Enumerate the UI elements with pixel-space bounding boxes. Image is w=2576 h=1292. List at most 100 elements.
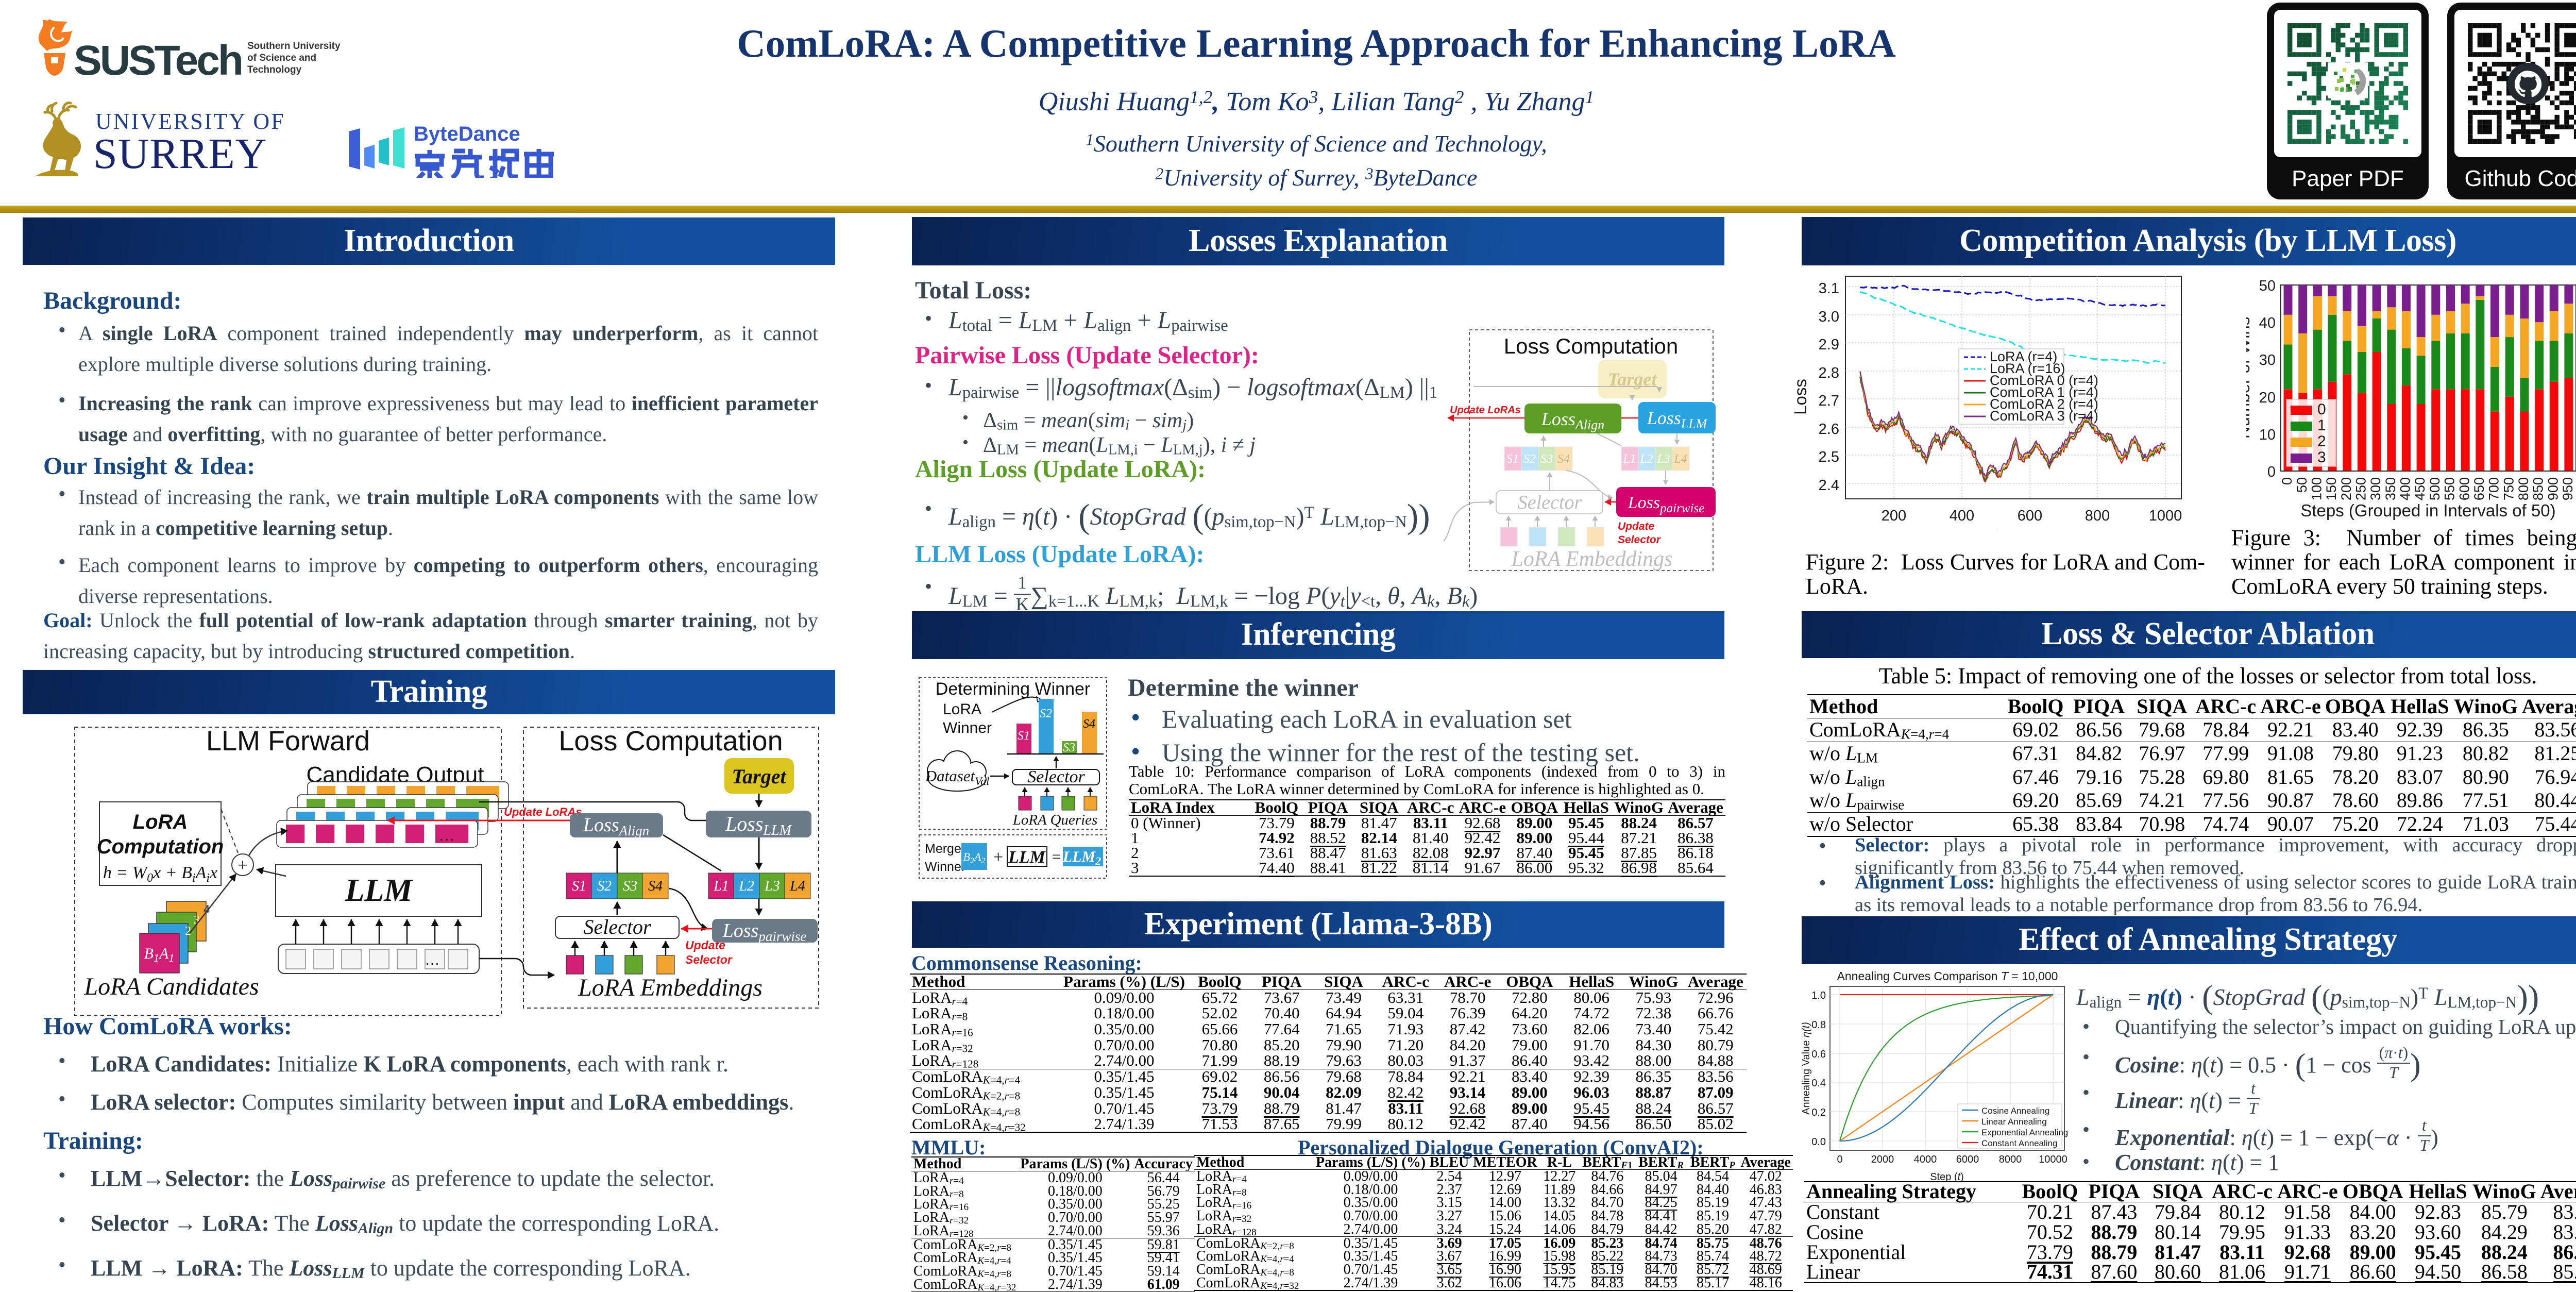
svg-text:L1: L1 — [1622, 452, 1636, 466]
svg-text:Southern University: Southern University — [247, 41, 341, 52]
svg-text:S2: S2 — [597, 878, 612, 894]
svg-text:Loss: Loss — [1791, 379, 1810, 415]
svg-text:8000: 8000 — [1999, 1154, 2022, 1165]
svg-text:40: 40 — [2259, 315, 2276, 331]
svg-text:S3: S3 — [1540, 452, 1553, 466]
svg-text:S4: S4 — [648, 878, 663, 894]
svg-text:850: 850 — [2531, 477, 2546, 500]
svg-text:0: 0 — [2267, 464, 2276, 480]
svg-text:1.0: 1.0 — [1811, 990, 1826, 1001]
svg-text:Selector: Selector — [583, 915, 651, 938]
svg-text:LLM2: LLM2 — [1062, 848, 1101, 867]
svg-text:0.6: 0.6 — [1811, 1049, 1826, 1060]
svg-text:Technology: Technology — [247, 64, 302, 75]
svg-text:300: 300 — [2368, 477, 2383, 500]
svg-text:0.4: 0.4 — [1811, 1078, 1826, 1089]
svg-text:Selector: Selector — [1518, 492, 1582, 513]
svg-text:ComLoRA 0 (r=4): ComLoRA 0 (r=4) — [1990, 373, 2098, 388]
svg-text:3.0: 3.0 — [1819, 309, 1839, 325]
svg-text:600: 600 — [2456, 477, 2472, 500]
svg-text:L4: L4 — [1673, 452, 1687, 466]
svg-text:1000: 1000 — [2149, 508, 2182, 524]
svg-text:4000: 4000 — [1914, 1154, 1937, 1165]
svg-text:2000: 2000 — [1871, 1154, 1894, 1165]
svg-text:100: 100 — [2309, 477, 2325, 500]
svg-text:LossAlign: LossAlign — [583, 814, 649, 838]
svg-text:400: 400 — [1950, 508, 1974, 524]
svg-text:Update: Update — [685, 938, 725, 952]
svg-text:2.7: 2.7 — [1819, 393, 1839, 409]
svg-text:2: 2 — [2317, 433, 2326, 450]
svg-text:S4: S4 — [1557, 452, 1570, 466]
svg-text:S1: S1 — [572, 878, 586, 894]
svg-text:Loss Computation: Loss Computation — [1504, 334, 1679, 358]
svg-text:Winner: Winner — [925, 860, 965, 874]
svg-text:2.4: 2.4 — [1819, 477, 1839, 494]
svg-text:Step (t): Step (t) — [1930, 1171, 1964, 1183]
svg-text:10: 10 — [2259, 427, 2276, 443]
svg-text:30: 30 — [2259, 352, 2276, 368]
svg-text:Selector: Selector — [1618, 534, 1662, 546]
svg-text:Computation: Computation — [97, 835, 224, 858]
svg-text:=: = — [1052, 848, 1061, 865]
svg-text:Target: Target — [732, 765, 787, 788]
svg-text:S2: S2 — [1523, 452, 1536, 466]
svg-text:S1: S1 — [1506, 452, 1519, 466]
svg-text:Merge: Merge — [925, 842, 961, 856]
svg-text:LoRA: LoRA — [133, 811, 188, 833]
svg-text:650: 650 — [2471, 477, 2487, 500]
svg-text:LoRA (r=4): LoRA (r=4) — [1990, 349, 2057, 364]
svg-text:350: 350 — [2383, 477, 2398, 500]
svg-text:LLM: LLM — [345, 873, 414, 908]
svg-text:L1: L1 — [713, 878, 729, 894]
svg-text:50: 50 — [2259, 278, 2276, 294]
svg-text:ComLoRA 2 (r=4): ComLoRA 2 (r=4) — [1990, 396, 2098, 412]
svg-text:700: 700 — [2486, 477, 2502, 500]
svg-text:2.5: 2.5 — [1819, 449, 1839, 465]
svg-text:3: 3 — [2317, 449, 2326, 466]
svg-text:50: 50 — [2294, 477, 2310, 493]
svg-text:0.8: 0.8 — [1811, 1019, 1826, 1031]
svg-text:LLM: LLM — [1008, 848, 1046, 867]
svg-text:900: 900 — [2545, 477, 2561, 500]
svg-text:S3: S3 — [1063, 741, 1075, 754]
svg-text:Update: Update — [1618, 521, 1654, 532]
svg-text:S3: S3 — [623, 878, 637, 894]
svg-text:ComLoRA 3 (r=4): ComLoRA 3 (r=4) — [1990, 408, 2098, 424]
svg-text:Update LoRAs: Update LoRAs — [504, 806, 582, 818]
svg-text:800: 800 — [2085, 508, 2110, 524]
svg-text:Winner: Winner — [943, 719, 992, 736]
svg-text:Cosine Annealing: Cosine Annealing — [1981, 1106, 2049, 1116]
svg-text:LoRA Embeddings: LoRA Embeddings — [1511, 547, 1672, 571]
svg-text:…: … — [439, 827, 454, 844]
svg-text:750: 750 — [2501, 477, 2516, 500]
svg-text:0.0: 0.0 — [1811, 1136, 1826, 1148]
svg-text:2.6: 2.6 — [1819, 421, 1839, 438]
svg-text:Github Code: Github Code — [2464, 166, 2576, 191]
svg-text:ComLoRA 1 (r=4): ComLoRA 1 (r=4) — [1990, 384, 2098, 400]
svg-text:LLM Forward: LLM Forward — [206, 726, 370, 757]
svg-text:800: 800 — [2516, 477, 2531, 500]
svg-text:10000: 10000 — [2039, 1154, 2067, 1165]
svg-text:200: 200 — [1882, 508, 1906, 524]
svg-text:S1: S1 — [1018, 729, 1030, 743]
svg-text:…: … — [425, 952, 439, 968]
svg-text:UNIVERSITY OF: UNIVERSITY OF — [95, 109, 285, 134]
svg-text:550: 550 — [2442, 477, 2458, 500]
svg-text:LoRA (r=16): LoRA (r=16) — [1990, 361, 2065, 376]
svg-text:150: 150 — [2324, 477, 2339, 500]
svg-text:3.1: 3.1 — [1819, 280, 1839, 297]
svg-text:0: 0 — [2317, 401, 2326, 418]
svg-text:3: 3 — [194, 914, 200, 927]
svg-text:L3: L3 — [1656, 452, 1670, 466]
svg-text:200: 200 — [2338, 477, 2354, 500]
svg-text:250: 250 — [2353, 477, 2369, 500]
svg-text:Selector: Selector — [1027, 767, 1085, 786]
svg-text:2.8: 2.8 — [1819, 365, 1839, 381]
svg-text:ByteDance: ByteDance — [414, 123, 520, 145]
svg-text:450: 450 — [2412, 477, 2428, 500]
svg-text:Exponential Annealing: Exponential Annealing — [1981, 1128, 2068, 1137]
svg-text:Number of Wins: Number of Wins — [2246, 317, 2253, 439]
svg-text:Constant Annealing: Constant Annealing — [1981, 1138, 2057, 1148]
svg-text:Update LoRAs: Update LoRAs — [1450, 405, 1521, 416]
